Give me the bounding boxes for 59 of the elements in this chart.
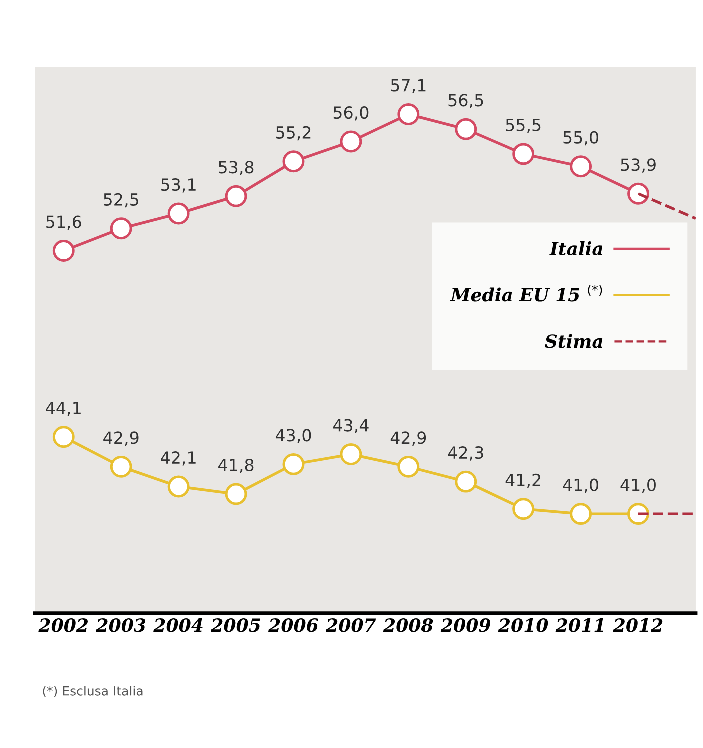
data-label: 53,1 [162,178,196,193]
data-label: 43,0 [276,429,312,444]
text: (*) Esclusa Italia [43,686,143,698]
x-tick-label: 2012 [613,618,663,632]
point [282,453,305,476]
data-label: 52,5 [104,193,138,208]
data-label: 55,2 [276,126,311,141]
legend-label: Stima [545,334,603,348]
data-label: 44,1 [46,402,81,416]
point [628,503,650,526]
x-tick-label: 2009 [440,618,490,632]
point [340,130,362,153]
point [398,456,420,478]
point [512,498,535,520]
data-label: 41,8 [218,458,254,474]
data-label: 57,1 [391,79,426,94]
point [340,444,362,466]
point [455,470,478,493]
data-label: 41,0 [563,478,598,494]
data-label: 42,9 [390,432,426,446]
point [168,202,190,225]
x-tick-label: 2011 [556,618,604,632]
data-label: 56,0 [334,106,369,121]
point [110,456,132,478]
point [628,182,650,205]
x-tick-label: 2010 [498,618,548,632]
x-tick-label: 2002 [38,618,88,632]
x-tick-label: 2005 [211,618,260,632]
x-tick-label: 2006 [268,618,318,632]
point [570,503,592,526]
point [512,143,535,166]
data-label: 42,9 [104,432,139,446]
point [52,240,75,262]
point [570,156,592,178]
x-tick-label: 2004 [154,618,203,632]
point [225,483,248,506]
point [455,118,478,140]
point [52,426,75,448]
data-label: 53,8 [219,161,254,176]
point [282,150,305,173]
data-label: 43,4 [333,419,369,434]
legend-label: Italia [550,242,603,256]
data-label: 42,1 [161,452,196,466]
data-label: 56,5 [448,94,484,108]
point [110,218,132,240]
data-label: 55,0 [564,131,598,146]
x-tick-label: 2008 [383,618,434,632]
data-label: 41,2 [506,474,540,488]
point [398,104,420,126]
data-label: 51,6 [46,216,82,230]
point [168,476,190,498]
x-tick-label: 2007 [326,618,376,632]
point [225,185,248,208]
data-label: 53,9 [621,158,656,173]
legend-label: Media EU 15 $^{(*)}$ [450,285,602,302]
x-tick-label: 2003 [96,618,146,632]
data-label: 41,0 [620,478,656,494]
data-label: 42,3 [448,446,484,461]
data-label: 55,5 [506,119,541,134]
